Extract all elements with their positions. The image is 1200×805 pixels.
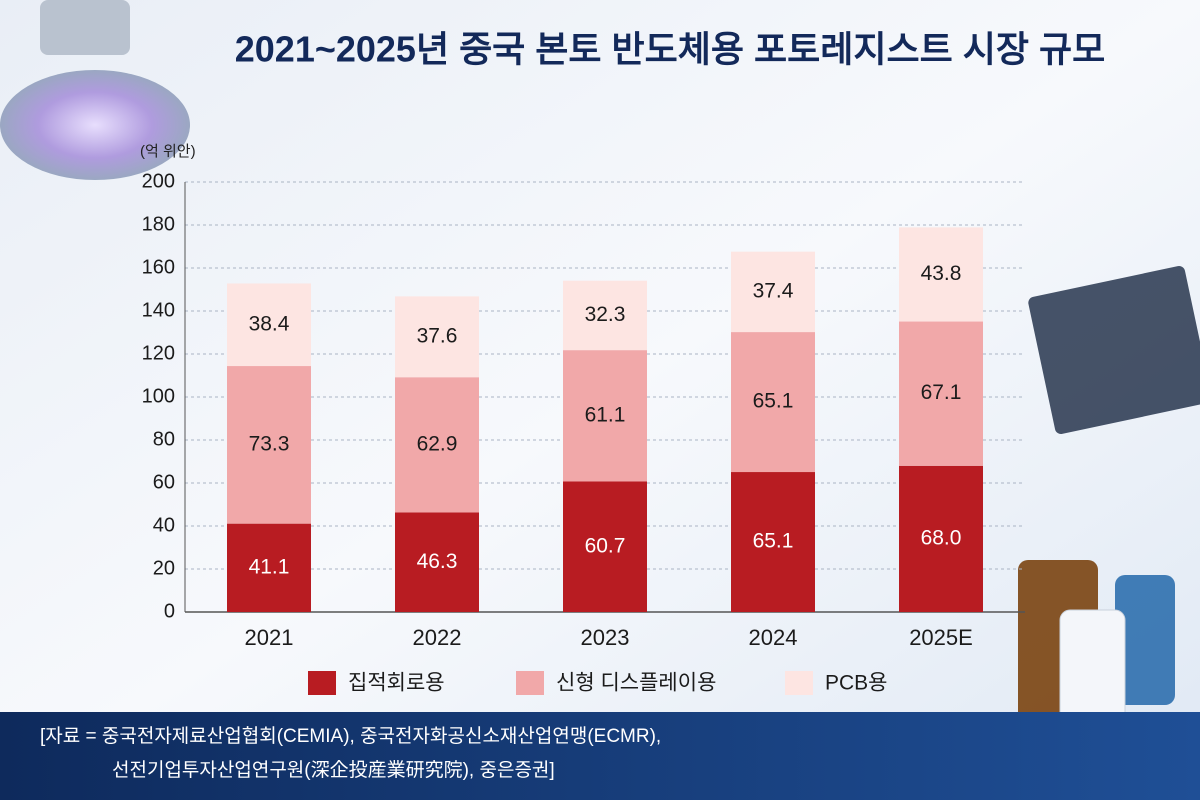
data-label: 60.7 xyxy=(585,534,626,557)
x-tick-label: 2022 xyxy=(413,625,462,650)
source-text: 선전기업투자산업연구원(深企投産業研究院), 중은증권] xyxy=(112,759,555,781)
source-text: [자료 = 중국전자제료산업협회(CEMIA), 중국전자화공신소재산업연맹(E… xyxy=(40,725,661,747)
y-tick-label: 200 xyxy=(142,170,175,192)
data-label: 65.1 xyxy=(753,390,794,413)
y-tick-label: 100 xyxy=(142,385,175,407)
bar-segment xyxy=(899,465,983,612)
data-label: 41.1 xyxy=(249,555,290,578)
y-tick-label: 40 xyxy=(153,514,175,536)
data-label: 65.1 xyxy=(753,530,794,553)
legend-swatch xyxy=(785,671,813,695)
legend-label: 신형 디스플레이용 xyxy=(556,672,716,695)
chart-title: 2021~2025년 중국 본토 반도체용 포토레지스트 시장 규모 xyxy=(235,29,1106,70)
data-label: 67.1 xyxy=(921,381,962,404)
bar-segment xyxy=(899,227,983,322)
legend-swatch xyxy=(516,671,544,695)
bottle-decoration xyxy=(1115,575,1175,705)
chip-decoration xyxy=(1028,266,1200,434)
data-label: 38.4 xyxy=(249,312,290,335)
data-label: 62.9 xyxy=(417,432,458,455)
source-band xyxy=(0,712,1200,800)
y-tick-label: 120 xyxy=(142,342,175,364)
y-tick-label: 180 xyxy=(142,213,175,235)
legend-label: PCB용 xyxy=(825,672,888,695)
x-tick-label: 2023 xyxy=(581,625,630,650)
microscope-decoration xyxy=(40,0,130,55)
bar-segment xyxy=(899,321,983,466)
data-label: 32.3 xyxy=(585,303,626,326)
y-tick-label: 80 xyxy=(153,428,175,450)
data-label: 46.3 xyxy=(417,550,458,573)
y-unit: (억 위안) xyxy=(140,143,196,160)
bar-segment xyxy=(227,283,311,367)
wafer-decoration xyxy=(0,70,190,180)
bar-segment xyxy=(731,332,815,473)
y-tick-label: 160 xyxy=(142,256,175,278)
data-label: 68.0 xyxy=(921,526,962,549)
bar-segment xyxy=(563,350,647,482)
data-label: 43.8 xyxy=(921,262,962,285)
data-label: 73.3 xyxy=(249,432,290,455)
bar-segment xyxy=(227,366,311,524)
data-label: 61.1 xyxy=(585,403,626,426)
bar-segment xyxy=(731,472,815,612)
x-tick-label: 2025E xyxy=(909,625,973,650)
bar-segment xyxy=(227,523,311,612)
bar-segment xyxy=(563,481,647,612)
data-label: 37.4 xyxy=(753,279,794,302)
data-label: 37.6 xyxy=(417,324,458,347)
x-tick-label: 2021 xyxy=(245,625,294,650)
x-tick-label: 2024 xyxy=(749,625,798,650)
y-tick-label: 60 xyxy=(153,471,175,493)
y-tick-label: 20 xyxy=(153,557,175,579)
legend-swatch xyxy=(308,671,336,695)
bar-segment xyxy=(731,251,815,333)
y-tick-label: 140 xyxy=(142,299,175,321)
y-tick-label: 0 xyxy=(164,600,175,622)
legend-label: 집적회로용 xyxy=(348,672,445,695)
bar-segment xyxy=(395,377,479,513)
bar-segment xyxy=(395,512,479,612)
bar-segment xyxy=(395,296,479,378)
bar-segment xyxy=(563,280,647,351)
